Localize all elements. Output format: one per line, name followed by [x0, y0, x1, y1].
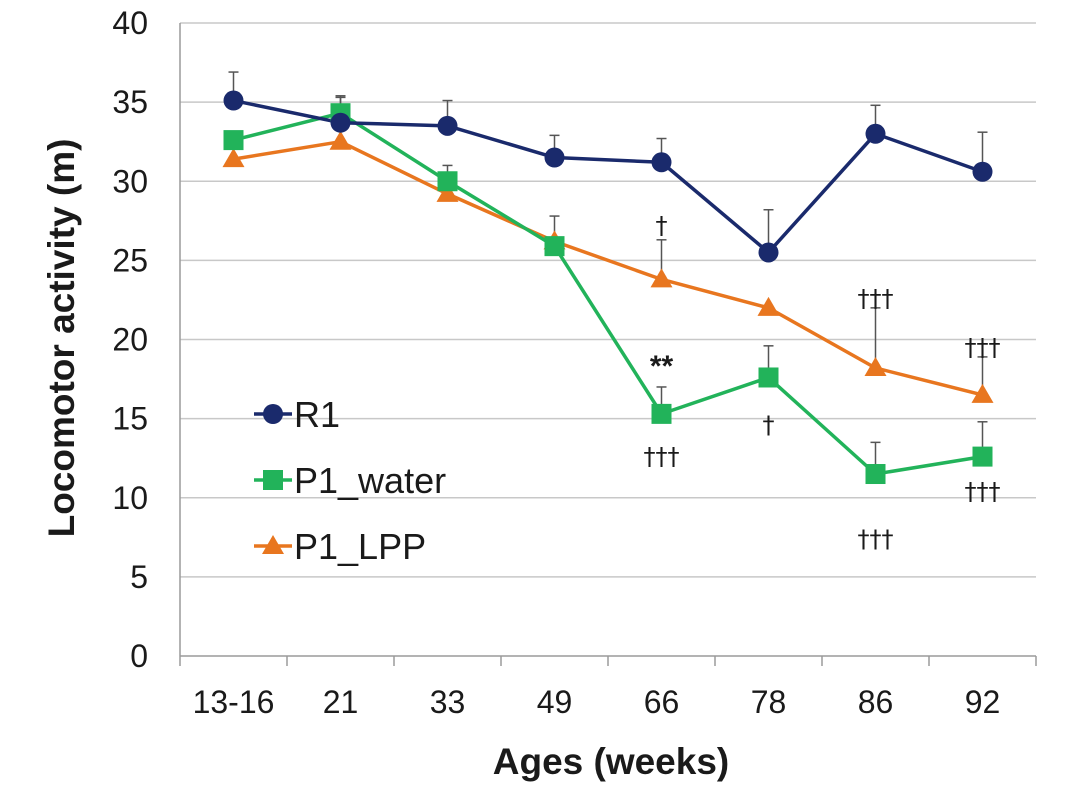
- y-axis-title: Locomotor activity (m): [41, 139, 82, 538]
- data-point-P1_LPP: [757, 296, 780, 316]
- x-tick-label: 86: [858, 684, 894, 720]
- legend-item-P1_water: P1_water: [254, 460, 446, 501]
- series-markers: [222, 90, 994, 485]
- data-point-P1_water: [544, 236, 565, 257]
- x-tick-label: 92: [965, 684, 1001, 720]
- data-point-P1_water: [437, 171, 458, 192]
- y-tick-label: 40: [112, 5, 148, 41]
- annotation: **: [650, 350, 674, 383]
- annotation: †††: [644, 443, 680, 471]
- x-tick-label: 49: [537, 684, 573, 720]
- data-point-P1_water: [223, 130, 244, 151]
- legend-label: P1_LPP: [294, 526, 426, 567]
- data-point-P1_LPP: [436, 182, 459, 202]
- y-tick-label: 35: [112, 84, 148, 120]
- data-point-R1: [972, 161, 993, 182]
- series-lines: [233, 98, 984, 476]
- annotation: †††: [965, 333, 1001, 361]
- x-tick-label: 78: [751, 684, 787, 720]
- annotations: †**††††††††††††††††: [644, 212, 1001, 553]
- legend-label: P1_water: [294, 460, 446, 501]
- data-point-P1_water: [972, 446, 993, 467]
- series-line-R1: [233, 98, 984, 255]
- data-point-P1_water: [865, 464, 886, 485]
- data-point-P1_LPP: [650, 268, 673, 288]
- data-point-P1_LPP: [222, 148, 245, 168]
- legend-marker: [263, 404, 283, 424]
- annotation: †††: [965, 477, 1001, 505]
- y-tick-label: 25: [112, 242, 148, 278]
- legend-label: R1: [294, 394, 340, 435]
- data-point-P1_LPP: [329, 130, 352, 150]
- axes: [179, 23, 1037, 666]
- annotation: †††: [858, 284, 894, 312]
- data-point-R1: [437, 115, 458, 136]
- y-tick-label: 10: [112, 480, 148, 516]
- x-tick-label: 13-16: [193, 684, 275, 720]
- data-point-R1: [865, 123, 886, 144]
- data-point-P1_LPP: [971, 383, 994, 403]
- legend-item-R1: R1: [254, 394, 340, 435]
- y-tick-label: 0: [130, 638, 148, 674]
- annotation: †: [656, 212, 668, 240]
- data-point-P1_water: [651, 403, 672, 424]
- x-tick-label: 66: [644, 684, 680, 720]
- annotation: †: [763, 411, 775, 439]
- legend-item-P1_LPP: P1_LPP: [254, 526, 426, 567]
- y-tick-label: 15: [112, 401, 148, 437]
- y-tick-label: 30: [112, 163, 148, 199]
- y-tick-labels: 0 5 10 15 20 25 30 35 40: [112, 5, 148, 674]
- series-line-P1_LPP: [233, 139, 983, 397]
- legend-marker: [262, 535, 284, 554]
- legend: R1 P1_water P1_LPP: [254, 394, 446, 567]
- y-tick-label: 5: [130, 559, 148, 595]
- y-tick-label: 20: [112, 322, 148, 358]
- annotation: †††: [858, 525, 894, 553]
- data-point-P1_LPP: [864, 356, 887, 376]
- x-axis-title: Ages (weeks): [493, 741, 730, 782]
- data-point-R1: [651, 152, 672, 173]
- x-tick-label: 21: [323, 684, 359, 720]
- x-tick-label: 33: [430, 684, 466, 720]
- error-bars: [228, 71, 988, 475]
- x-tick-labels: 13-16 21 33 49 66 78 86 92: [193, 684, 1001, 720]
- data-point-R1: [223, 90, 244, 111]
- data-point-R1: [758, 242, 779, 263]
- data-point-R1: [544, 147, 565, 168]
- data-point-P1_water: [758, 367, 779, 388]
- legend-marker: [263, 470, 283, 490]
- data-point-R1: [330, 112, 351, 133]
